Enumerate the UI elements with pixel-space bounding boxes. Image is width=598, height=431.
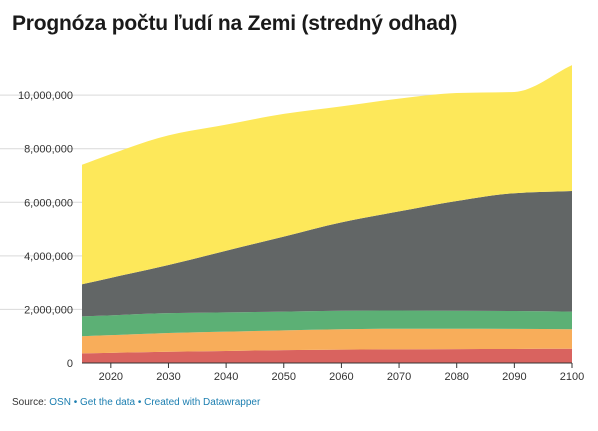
footer-separator: •: [137, 397, 142, 408]
y-axis-labels: 0 2,000,000 4,000,000 6,000,000 8,000,000 10,…: [18, 90, 73, 370]
y-tick-label: 8,000,000: [24, 144, 73, 156]
chart-title: Prognóza počtu ľudí na Zemi (stredný odh…: [12, 12, 458, 35]
x-tick-label: 2060: [329, 371, 353, 383]
x-tick-label: 2020: [99, 371, 123, 383]
y-tick-label: 4,000,000: [24, 251, 73, 263]
chart-footer: Source: OSN • Get the data • Created wit…: [12, 397, 260, 408]
y-tick-label: 2,000,000: [24, 304, 73, 316]
area-series-5: [82, 65, 572, 285]
y-tick-label: 10,000,000: [18, 90, 73, 102]
x-axis: 2020 2030 2040 2050 2060 2070 2080 2090 2100: [82, 362, 584, 383]
y-tick-label: 0: [67, 358, 73, 370]
get-data-link[interactable]: Get the data: [80, 397, 136, 408]
area-series-4: [82, 191, 572, 317]
source-link[interactable]: OSN: [49, 397, 71, 408]
source-label: Source:: [12, 397, 47, 408]
area-series-2: [82, 328, 572, 354]
footer-separator: •: [73, 397, 78, 408]
y-tick-label: 6,000,000: [24, 197, 73, 209]
x-tick-label: 2050: [272, 371, 296, 383]
x-tick-label: 2090: [502, 371, 526, 383]
area-series-1: [82, 348, 572, 363]
x-tick-label: 2080: [444, 371, 468, 383]
area-series: [82, 65, 572, 363]
x-tick-label: 2100: [560, 371, 584, 383]
datawrapper-link[interactable]: Created with Datawrapper: [144, 397, 261, 408]
x-tick-label: 2030: [156, 371, 180, 383]
x-tick-label: 2070: [387, 371, 411, 383]
area-series-3: [82, 310, 572, 337]
x-tick-label: 2040: [214, 371, 238, 383]
